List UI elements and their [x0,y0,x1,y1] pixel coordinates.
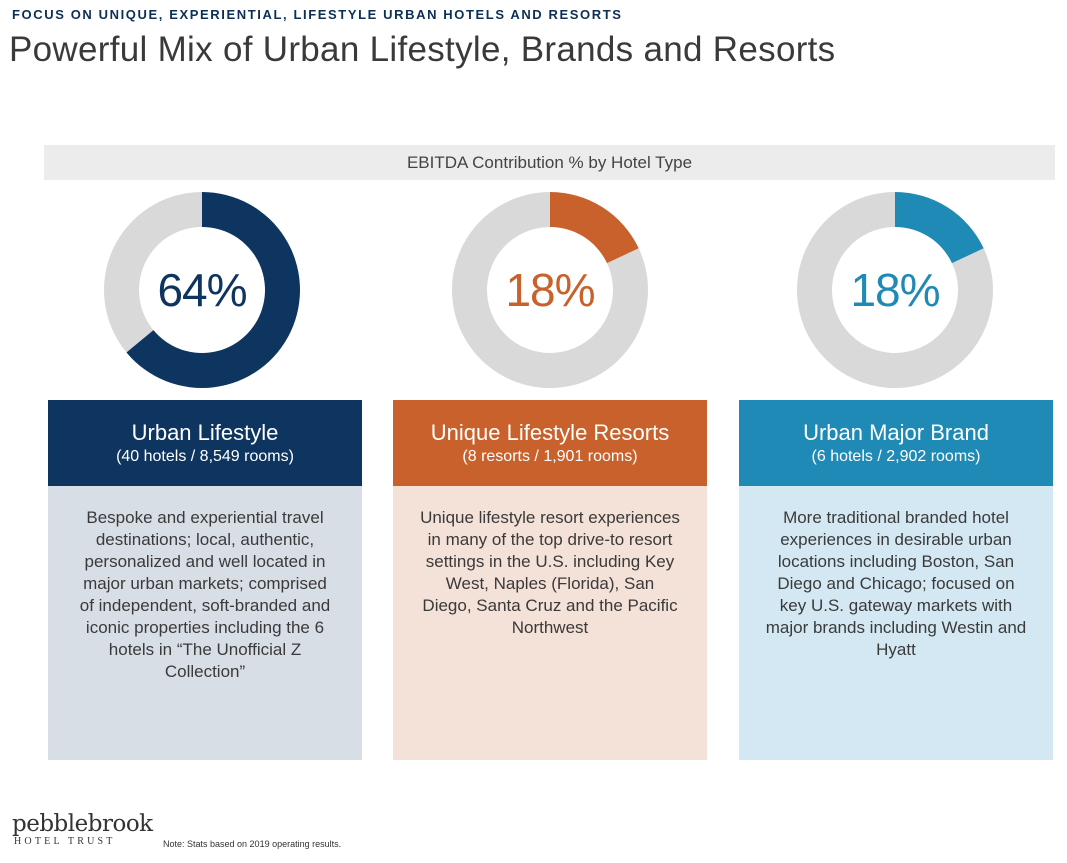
card-title: Urban Major Brand [803,419,989,445]
donut-chart-unique-lifestyle-resorts: 18% [450,190,650,390]
company-logo: pebblebrook HOTEL TRUST [12,812,162,847]
donut-remainder [104,192,202,353]
eyebrow-heading: FOCUS ON UNIQUE, EXPERIENTIAL, LIFESTYLE… [12,7,623,22]
donut-chart-urban-major-brand: 18% [795,190,995,390]
card-subtitle: (8 resorts / 1,901 rooms) [462,447,638,465]
card-subtitle: (40 hotels / 8,549 rooms) [116,447,294,465]
card-header-urban-major-brand: Urban Major Brand (6 hotels / 2,902 room… [739,400,1053,486]
donut-remainder [452,192,648,388]
page-title: Powerful Mix of Urban Lifestyle, Brands … [9,30,836,69]
card-header-unique-lifestyle-resorts: Unique Lifestyle Resorts (8 resorts / 1,… [393,400,707,486]
logo-wordmark: pebblebrook [12,811,153,837]
donut-percent-label: 18% [850,264,940,316]
donut-segment [550,192,639,264]
donut-percent-label: 64% [157,264,247,316]
card-header-urban-lifestyle: Urban Lifestyle (40 hotels / 8,549 rooms… [48,400,362,486]
card-title: Unique Lifestyle Resorts [430,419,670,445]
footnote: Note: Stats based on 2019 operating resu… [163,839,342,849]
chart-title-band: EBITDA Contribution % by Hotel Type [44,145,1055,180]
donut-segment [895,192,984,264]
card-subtitle: (6 hotels / 2,902 rooms) [811,447,981,465]
card-description-urban-lifestyle: Bespoke and experiential travel destinat… [48,486,362,760]
chart-title: EBITDA Contribution % by Hotel Type [406,152,693,172]
card-title: Urban Lifestyle [131,419,279,445]
donut-percent-label: 18% [505,264,595,316]
card-description-unique-lifestyle-resorts: Unique lifestyle resort experiences in m… [393,486,707,760]
card-description-urban-major-brand: More traditional branded hotel experienc… [739,486,1053,760]
donut-segment [126,192,300,388]
donut-chart-urban-lifestyle: 64% [102,190,302,390]
logo-subtext: HOTEL TRUST [14,836,116,847]
donut-remainder [797,192,993,388]
